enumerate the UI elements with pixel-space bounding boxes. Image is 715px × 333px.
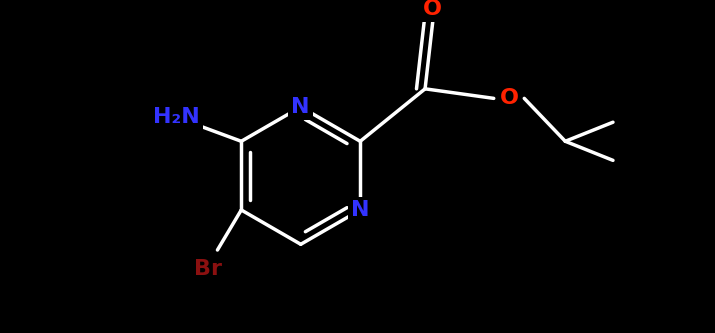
Text: O: O [423,0,442,19]
Text: Br: Br [194,259,222,279]
Text: N: N [351,200,370,220]
Text: N: N [292,97,310,117]
Text: H₂N: H₂N [153,108,199,128]
Text: O: O [500,88,518,108]
